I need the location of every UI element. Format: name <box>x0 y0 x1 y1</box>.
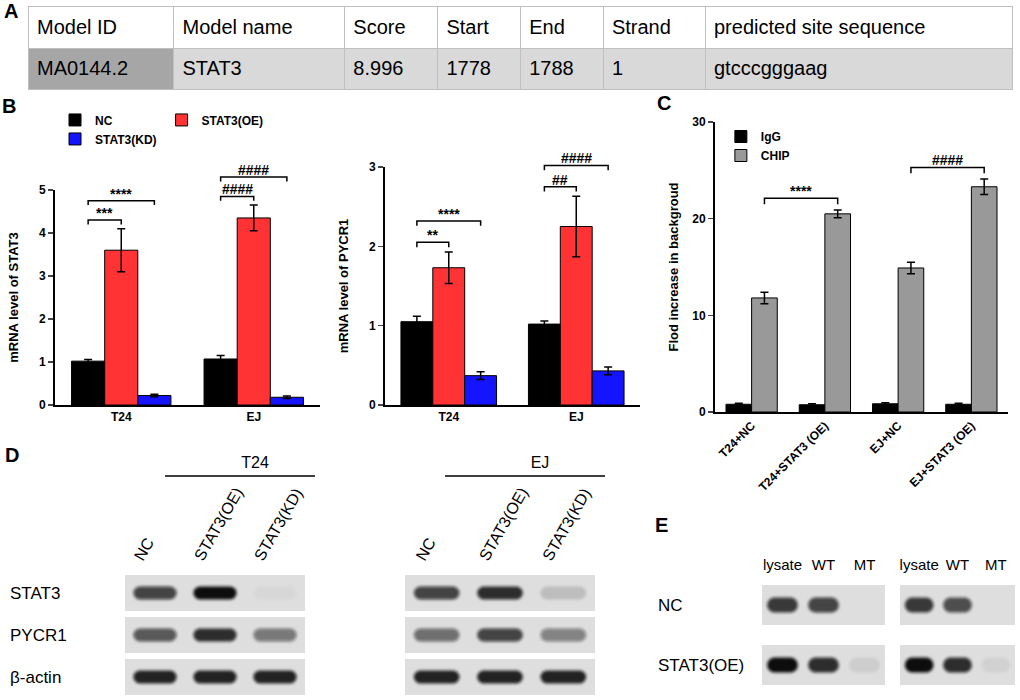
svg-text:STAT3(OE): STAT3(OE) <box>658 656 744 675</box>
svg-text:10: 10 <box>692 309 706 323</box>
svg-text:E: E <box>655 514 668 536</box>
svg-text:0: 0 <box>369 398 376 412</box>
svg-text:####: #### <box>561 150 592 166</box>
html-text:Strand: Strand <box>611 15 671 38</box>
svg-text:CHIP: CHIP <box>761 149 790 163</box>
svg-text:T24+STAT3 (OE): T24+STAT3 (OE) <box>756 419 831 494</box>
svg-text:STAT3(KD): STAT3(KD) <box>251 485 306 563</box>
html-text:gtcccgggaag: gtcccgggaag <box>714 57 828 80</box>
svg-text:3: 3 <box>369 160 376 174</box>
svg-text:**: ** <box>427 227 438 243</box>
svg-text:20: 20 <box>692 212 706 226</box>
svg-text:****: **** <box>790 183 812 199</box>
svg-text:5: 5 <box>39 183 46 197</box>
html-text:Score: Score <box>353 15 406 38</box>
svg-text:****: **** <box>110 186 132 202</box>
svg-text:D: D <box>5 444 19 466</box>
svg-text:T24: T24 <box>241 454 269 471</box>
html-text:C: C <box>657 92 672 114</box>
html-text:1778: 1778 <box>446 57 491 80</box>
svg-text:MT: MT <box>985 556 1007 573</box>
svg-text:####: #### <box>222 181 253 197</box>
svg-text:NC: NC <box>131 535 157 564</box>
svg-text:##: ## <box>552 172 568 188</box>
svg-text:0: 0 <box>699 405 706 419</box>
svg-text:STAT3(KD): STAT3(KD) <box>95 133 157 147</box>
svg-text:STAT3: STAT3 <box>10 584 60 603</box>
html-text:STAT3: STAT3 <box>182 57 242 80</box>
html-text:predicted site sequence: predicted site sequence <box>714 15 926 38</box>
svg-text:1: 1 <box>369 319 376 333</box>
html-text:B: B <box>2 95 17 117</box>
svg-text:lysate: lysate <box>900 556 939 573</box>
svg-text:STAT3(OE): STAT3(OE) <box>202 114 264 128</box>
svg-text:####: #### <box>932 152 963 168</box>
html-text:8.996: 8.996 <box>353 57 404 80</box>
html-text:1788: 1788 <box>529 57 574 80</box>
html-text:End: End <box>529 15 565 38</box>
svg-text:3: 3 <box>39 269 46 283</box>
svg-text:STAT3(OE): STAT3(OE) <box>476 485 531 564</box>
svg-text:30: 30 <box>692 115 706 129</box>
svg-text:T24+NC: T24+NC <box>716 419 758 461</box>
svg-text:WT: WT <box>946 556 969 573</box>
svg-text:β-actin: β-actin <box>10 668 61 687</box>
svg-text:PYCR1: PYCR1 <box>10 626 67 645</box>
html-text:A: A <box>4 0 19 22</box>
svg-text:EJ: EJ <box>569 410 584 424</box>
html-text:Model name: Model name <box>182 15 293 38</box>
svg-text:WT: WT <box>812 556 835 573</box>
svg-text:NC: NC <box>95 114 113 128</box>
svg-text:T24: T24 <box>438 410 459 424</box>
svg-text:EJ+NC: EJ+NC <box>867 419 905 457</box>
svg-text:4: 4 <box>39 226 46 240</box>
svg-text:####: #### <box>238 162 269 178</box>
svg-text:2: 2 <box>39 312 46 326</box>
svg-text:mRNA level of STAT3: mRNA level of STAT3 <box>6 232 21 363</box>
svg-text:0: 0 <box>39 398 46 412</box>
html-text:MA0144.2: MA0144.2 <box>37 57 129 80</box>
svg-text:NC: NC <box>658 596 683 615</box>
svg-text:****: **** <box>438 206 460 222</box>
svg-text:***: *** <box>96 205 113 221</box>
svg-text:lysate: lysate <box>763 556 802 573</box>
svg-text:IgG: IgG <box>761 130 781 144</box>
svg-text:MT: MT <box>854 556 876 573</box>
svg-text:NC: NC <box>413 535 439 564</box>
svg-text:EJ: EJ <box>531 454 550 471</box>
svg-text:STAT3(OE): STAT3(OE) <box>191 485 246 564</box>
svg-text:STAT3(KD): STAT3(KD) <box>539 485 594 563</box>
html-text:1: 1 <box>611 57 623 80</box>
svg-text:Flod increase in backgroud: Flod increase in backgroud <box>666 182 681 351</box>
svg-text:T24: T24 <box>111 410 132 424</box>
svg-text:1: 1 <box>39 355 46 369</box>
svg-text:EJ+STAT3 (OE): EJ+STAT3 (OE) <box>907 419 978 490</box>
html-text:Model ID: Model ID <box>37 15 117 38</box>
html-text:Start: Start <box>446 15 489 38</box>
svg-text:2: 2 <box>369 240 376 254</box>
svg-text:mRNA level of PYCR1: mRNA level of PYCR1 <box>336 219 351 354</box>
svg-text:EJ: EJ <box>246 410 261 424</box>
